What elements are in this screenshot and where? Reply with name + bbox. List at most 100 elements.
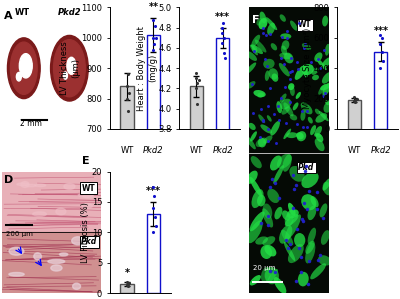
Ellipse shape <box>295 65 306 80</box>
Bar <box>2 232 101 293</box>
Ellipse shape <box>17 183 29 186</box>
Ellipse shape <box>67 57 76 74</box>
Point <box>124 283 131 288</box>
Text: *: * <box>124 269 130 278</box>
Bar <box>147 214 160 293</box>
Ellipse shape <box>318 255 331 266</box>
Point <box>124 72 131 77</box>
Ellipse shape <box>288 83 294 90</box>
Ellipse shape <box>293 103 298 110</box>
Y-axis label: LV Thickness
(μm): LV Thickness (μm) <box>60 41 80 95</box>
Ellipse shape <box>254 90 266 97</box>
Ellipse shape <box>289 166 305 182</box>
Bar <box>147 35 160 299</box>
Point <box>380 58 386 63</box>
Point <box>125 108 131 113</box>
Ellipse shape <box>8 38 40 99</box>
Ellipse shape <box>284 103 294 116</box>
Ellipse shape <box>257 195 266 207</box>
Point <box>379 49 385 54</box>
Ellipse shape <box>310 196 319 207</box>
Ellipse shape <box>286 132 298 138</box>
Text: WT: WT <box>298 20 312 29</box>
Text: ***: *** <box>215 12 230 22</box>
Ellipse shape <box>308 228 316 245</box>
Ellipse shape <box>267 23 275 35</box>
Ellipse shape <box>315 109 320 115</box>
Ellipse shape <box>250 275 261 286</box>
Text: F: F <box>252 15 259 25</box>
Ellipse shape <box>251 35 260 47</box>
Point <box>126 90 132 95</box>
Ellipse shape <box>281 45 287 55</box>
Text: E: E <box>82 156 90 166</box>
Ellipse shape <box>285 214 301 240</box>
Y-axis label: Heart : Body Weight
(mg/g): Heart : Body Weight (mg/g) <box>138 26 157 111</box>
Ellipse shape <box>33 212 46 216</box>
Text: 20 μm: 20 μm <box>254 265 276 271</box>
Ellipse shape <box>246 171 258 184</box>
Ellipse shape <box>310 125 316 135</box>
Ellipse shape <box>270 121 280 136</box>
Point <box>153 224 159 228</box>
Ellipse shape <box>72 283 80 289</box>
Ellipse shape <box>56 208 66 215</box>
Ellipse shape <box>256 18 262 26</box>
Ellipse shape <box>245 135 256 150</box>
Ellipse shape <box>258 18 268 29</box>
Point <box>351 95 357 100</box>
Ellipse shape <box>262 208 273 228</box>
Point <box>193 71 199 76</box>
Ellipse shape <box>265 267 279 284</box>
Point <box>124 96 130 101</box>
Ellipse shape <box>258 115 265 123</box>
Text: Pkd2: Pkd2 <box>370 146 391 155</box>
Ellipse shape <box>316 134 323 142</box>
Point <box>150 184 156 189</box>
Ellipse shape <box>322 57 332 68</box>
Ellipse shape <box>260 124 272 133</box>
Point <box>351 98 357 103</box>
Ellipse shape <box>316 58 327 70</box>
Ellipse shape <box>261 267 271 283</box>
Ellipse shape <box>255 237 268 245</box>
Bar <box>216 38 230 299</box>
Ellipse shape <box>290 86 295 96</box>
Ellipse shape <box>282 210 290 221</box>
Ellipse shape <box>9 247 24 255</box>
Ellipse shape <box>290 114 297 120</box>
Ellipse shape <box>308 117 313 123</box>
Point <box>193 76 199 81</box>
Ellipse shape <box>262 236 275 246</box>
Ellipse shape <box>325 44 330 56</box>
Ellipse shape <box>320 83 331 90</box>
Ellipse shape <box>288 203 296 216</box>
Ellipse shape <box>316 113 327 123</box>
Ellipse shape <box>60 253 68 256</box>
Ellipse shape <box>267 115 272 122</box>
Point <box>151 42 158 46</box>
Ellipse shape <box>282 40 289 50</box>
Point <box>126 281 132 286</box>
Text: C: C <box>152 0 160 2</box>
Ellipse shape <box>322 72 332 84</box>
Ellipse shape <box>321 230 330 245</box>
Ellipse shape <box>83 195 94 198</box>
Ellipse shape <box>285 213 294 226</box>
Point <box>352 98 359 103</box>
Point <box>151 215 158 219</box>
Ellipse shape <box>279 53 292 59</box>
Point <box>196 78 202 83</box>
Point <box>123 84 130 89</box>
Bar <box>348 100 361 129</box>
Ellipse shape <box>245 62 256 74</box>
Ellipse shape <box>315 138 324 151</box>
Ellipse shape <box>303 68 308 77</box>
Ellipse shape <box>10 42 37 94</box>
Point <box>123 280 130 284</box>
Ellipse shape <box>300 111 306 121</box>
Point <box>377 42 383 46</box>
Ellipse shape <box>287 209 299 218</box>
Ellipse shape <box>271 43 277 51</box>
Point <box>153 36 159 40</box>
